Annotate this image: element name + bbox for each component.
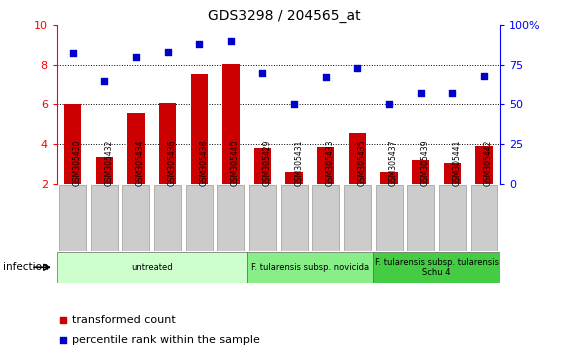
FancyBboxPatch shape [59, 185, 86, 251]
Text: GSM305437: GSM305437 [389, 139, 398, 186]
FancyBboxPatch shape [281, 185, 308, 251]
Text: infection: infection [3, 262, 48, 272]
Point [100, 78, 109, 83]
Text: GSM305438: GSM305438 [199, 140, 208, 186]
Point [226, 38, 235, 44]
Bar [95, 157, 113, 184]
Point [321, 74, 331, 80]
Bar [444, 163, 461, 184]
Text: GSM305434: GSM305434 [136, 139, 145, 186]
FancyBboxPatch shape [470, 185, 498, 251]
Point [353, 65, 362, 70]
Bar [254, 148, 271, 184]
FancyBboxPatch shape [154, 185, 181, 251]
Text: GDS3298 / 204565_at: GDS3298 / 204565_at [208, 9, 360, 23]
FancyBboxPatch shape [373, 252, 500, 282]
Bar [412, 160, 429, 184]
Text: GSM305431: GSM305431 [294, 140, 303, 186]
Text: GSM305436: GSM305436 [168, 139, 177, 186]
Point [59, 337, 68, 343]
Text: untreated: untreated [131, 263, 173, 272]
FancyBboxPatch shape [57, 252, 247, 282]
FancyBboxPatch shape [375, 185, 403, 251]
Point [258, 70, 267, 75]
Text: GSM305442: GSM305442 [484, 140, 493, 186]
FancyBboxPatch shape [439, 185, 466, 251]
Text: GSM305440: GSM305440 [231, 139, 240, 186]
FancyBboxPatch shape [123, 185, 149, 251]
Bar [475, 146, 492, 184]
Point [131, 54, 140, 59]
Point [195, 41, 204, 47]
Text: GSM305432: GSM305432 [105, 140, 113, 186]
Bar [64, 104, 81, 184]
FancyBboxPatch shape [249, 185, 276, 251]
FancyBboxPatch shape [344, 185, 371, 251]
Point [59, 318, 68, 323]
Point [290, 102, 299, 107]
Text: GSM305435: GSM305435 [357, 139, 366, 186]
Point [68, 51, 77, 56]
Bar [127, 113, 145, 184]
FancyBboxPatch shape [407, 185, 434, 251]
Bar [381, 172, 398, 184]
Text: percentile rank within the sample: percentile rank within the sample [72, 335, 260, 345]
Text: F. tularensis subsp. tularensis
Schu 4: F. tularensis subsp. tularensis Schu 4 [374, 258, 499, 277]
Text: GSM305441: GSM305441 [452, 140, 461, 186]
Bar [222, 64, 240, 184]
Point [385, 102, 394, 107]
Text: GSM305439: GSM305439 [421, 139, 430, 186]
Text: GSM305429: GSM305429 [262, 140, 272, 186]
FancyBboxPatch shape [186, 185, 212, 251]
FancyBboxPatch shape [91, 185, 118, 251]
FancyBboxPatch shape [312, 185, 339, 251]
Bar [286, 172, 303, 184]
Text: GSM305430: GSM305430 [73, 139, 82, 186]
Point [163, 49, 172, 55]
Text: GSM305433: GSM305433 [326, 139, 335, 186]
Text: transformed count: transformed count [72, 315, 176, 325]
Bar [317, 147, 335, 184]
Point [448, 90, 457, 96]
Text: F. tularensis subsp. novicida: F. tularensis subsp. novicida [251, 263, 369, 272]
Bar [159, 103, 176, 184]
Point [479, 73, 488, 79]
Point [416, 90, 425, 96]
Bar [349, 133, 366, 184]
FancyBboxPatch shape [218, 185, 244, 251]
FancyBboxPatch shape [247, 252, 373, 282]
Bar [190, 74, 208, 184]
